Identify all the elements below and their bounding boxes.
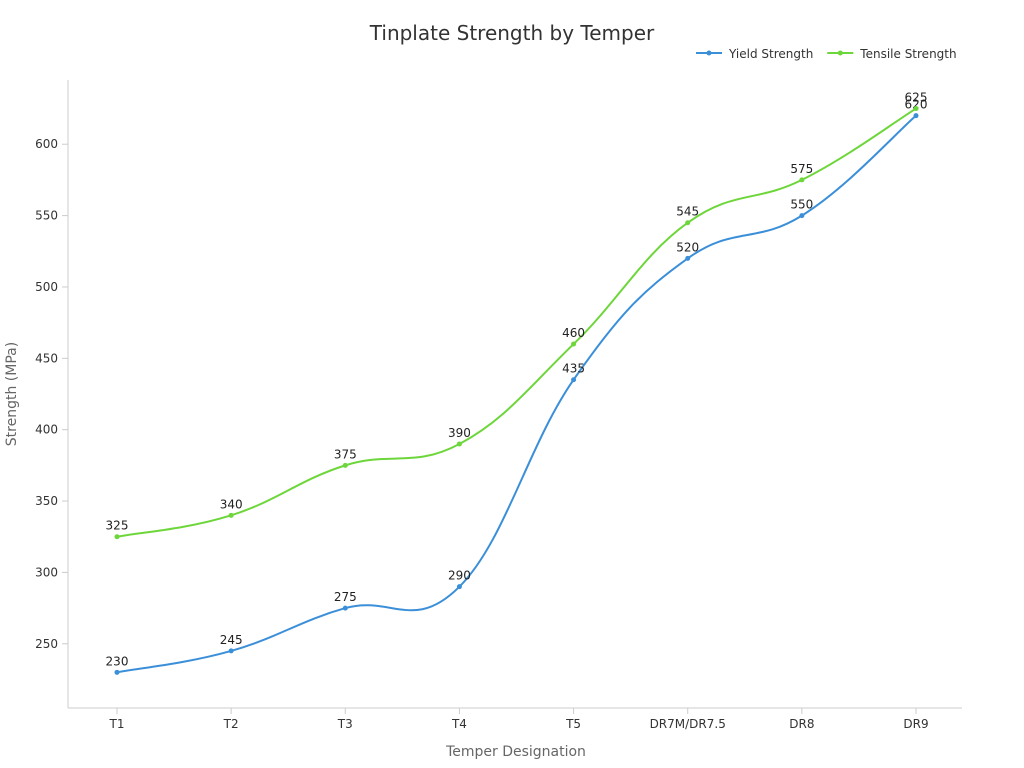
axes xyxy=(67,80,962,709)
legend-label: Yield Strength xyxy=(728,47,813,61)
data-label-yield-strength: 520 xyxy=(676,240,699,254)
data-label-yield-strength: 230 xyxy=(106,654,129,668)
data-point-tensile-strength[interactable] xyxy=(913,106,919,112)
y-tick-label: 300 xyxy=(35,565,58,579)
data-label-tensile-strength: 325 xyxy=(106,519,129,533)
y-tick-label: 350 xyxy=(35,494,58,508)
x-tick-label: T2 xyxy=(223,717,239,731)
x-tick-label: T3 xyxy=(337,717,353,731)
data-point-tensile-strength[interactable] xyxy=(456,441,462,447)
data-label-tensile-strength: 625 xyxy=(905,91,928,105)
data-label-yield-strength: 290 xyxy=(448,569,471,583)
x-axis-ticks: T1 T2 T3 T4 T5 DR7M/DR7.5 DR8 DR9 xyxy=(109,708,929,731)
legend: Yield Strength Tensile Strength xyxy=(696,47,957,61)
legend-item-yield-strength[interactable]: Yield Strength xyxy=(696,47,813,61)
y-tick-label: 250 xyxy=(35,637,58,651)
data-point-yield-strength[interactable] xyxy=(685,255,691,261)
data-point-yield-strength[interactable] xyxy=(228,648,234,654)
y-axis-label: Strength (MPa) xyxy=(4,342,20,446)
data-label-yield-strength: 275 xyxy=(334,590,357,604)
x-tick-label: DR8 xyxy=(789,717,814,731)
data-point-tensile-strength[interactable] xyxy=(228,512,234,518)
y-axis-ticks: 250 300 350 400 450 500 550 600 xyxy=(35,137,68,651)
y-tick-label: 600 xyxy=(35,137,58,151)
y-tick-label: 550 xyxy=(35,209,58,223)
series-yield-strength: 230 245 275 290 435 520 550 620 xyxy=(106,98,928,675)
legend-item-tensile-strength[interactable]: Tensile Strength xyxy=(827,47,957,61)
legend-swatch-marker xyxy=(706,50,712,56)
series-tensile-strength: 325 340 375 390 460 545 575 625 xyxy=(106,91,928,540)
y-tick-label: 400 xyxy=(35,423,58,437)
data-point-tensile-strength[interactable] xyxy=(685,220,691,226)
data-point-yield-strength[interactable] xyxy=(342,605,348,611)
data-label-yield-strength: 550 xyxy=(790,198,813,212)
y-tick-label: 450 xyxy=(35,351,58,365)
data-point-tensile-strength[interactable] xyxy=(799,177,805,183)
legend-label: Tensile Strength xyxy=(859,47,956,61)
data-label-yield-strength: 620 xyxy=(905,98,928,112)
data-point-tensile-strength[interactable] xyxy=(342,462,348,468)
x-tick-label: DR7M/DR7.5 xyxy=(650,717,726,731)
data-label-tensile-strength: 390 xyxy=(448,426,471,440)
data-point-tensile-strength[interactable] xyxy=(114,534,120,540)
data-label-tensile-strength: 375 xyxy=(334,447,357,461)
data-label-yield-strength: 245 xyxy=(220,633,243,647)
data-point-yield-strength[interactable] xyxy=(114,669,120,675)
data-label-tensile-strength: 545 xyxy=(676,205,699,219)
data-label-tensile-strength: 460 xyxy=(562,326,585,340)
data-point-yield-strength[interactable] xyxy=(456,584,462,590)
data-point-yield-strength[interactable] xyxy=(799,213,805,219)
x-tick-label: T1 xyxy=(109,717,125,731)
data-point-yield-strength[interactable] xyxy=(913,113,919,119)
data-label-yield-strength: 435 xyxy=(562,362,585,376)
series-line-tensile-strength xyxy=(116,107,917,538)
y-tick-label: 500 xyxy=(35,280,58,294)
x-tick-label: DR9 xyxy=(903,717,928,731)
x-tick-label: T5 xyxy=(565,717,581,731)
data-label-tensile-strength: 575 xyxy=(790,162,813,176)
data-point-tensile-strength[interactable] xyxy=(571,341,577,347)
series-layer: 230 245 275 290 435 520 550 620 325 340 375 390 460 5… xyxy=(106,91,928,675)
series-line-yield-strength xyxy=(116,114,917,674)
x-axis-label: Temper Designation xyxy=(445,744,586,760)
x-tick-label: T4 xyxy=(451,717,467,731)
chart-title: Tinplate Strength by Temper xyxy=(369,21,655,45)
data-point-yield-strength[interactable] xyxy=(571,377,577,383)
legend-swatch-marker xyxy=(837,50,843,56)
data-label-tensile-strength: 340 xyxy=(220,497,243,511)
